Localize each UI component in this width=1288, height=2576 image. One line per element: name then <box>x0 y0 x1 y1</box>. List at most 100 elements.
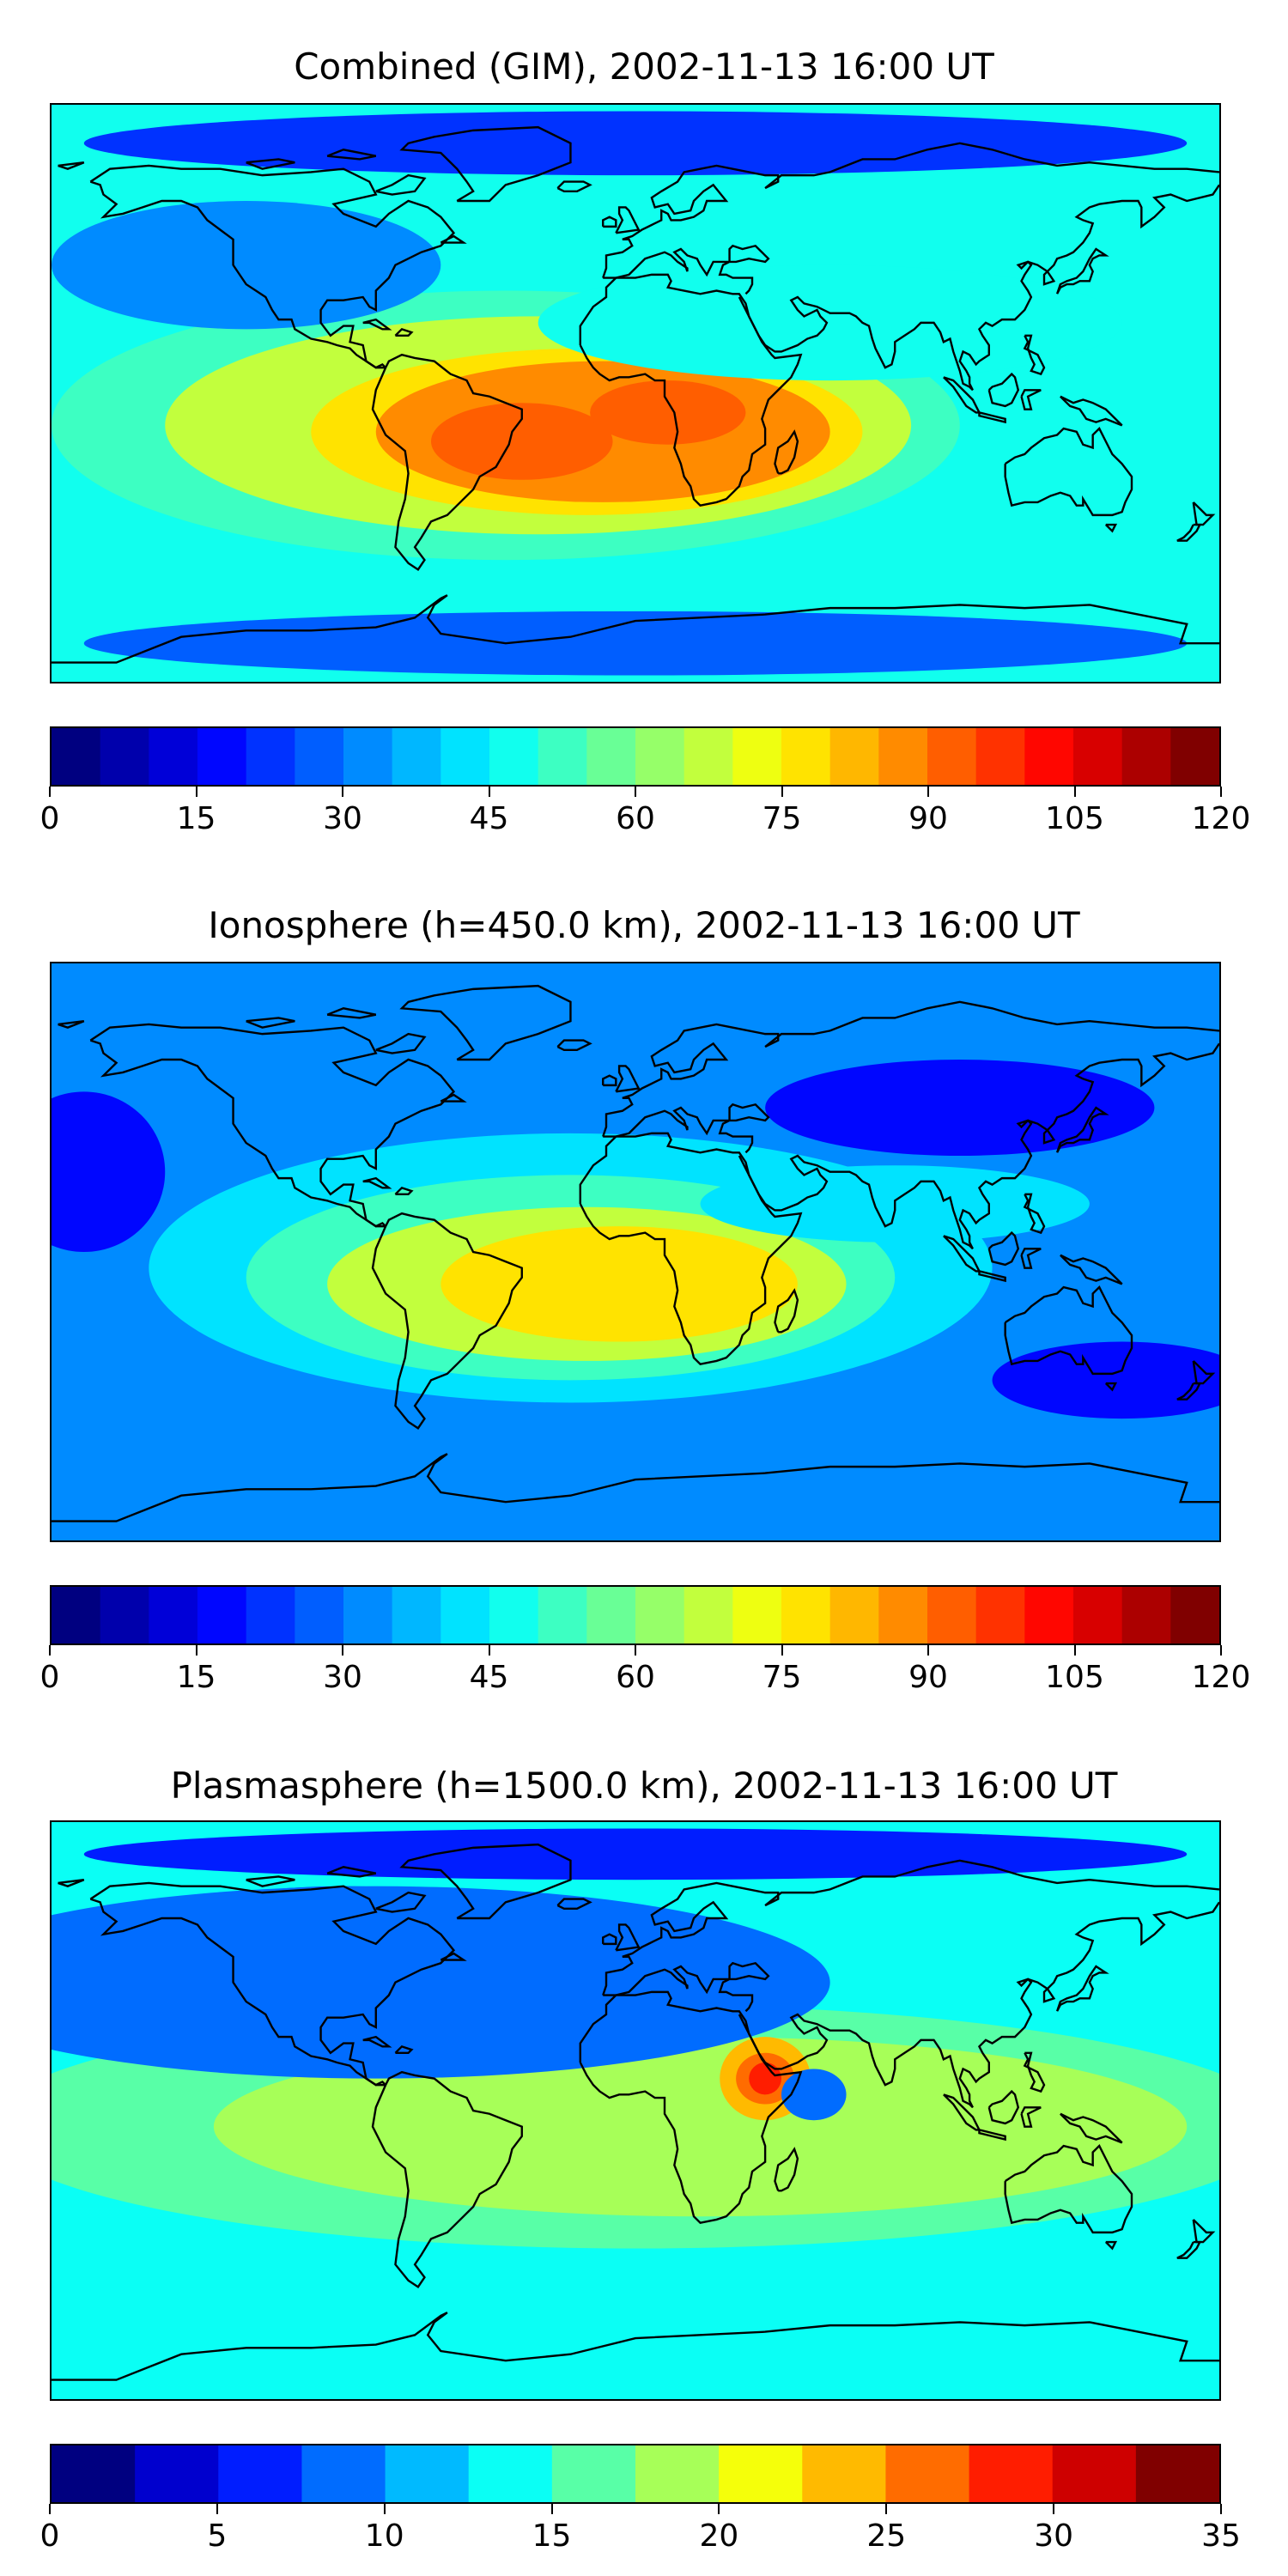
tec-contour-region <box>213 2037 1188 2217</box>
colorbar-segment <box>683 1587 734 1643</box>
colorbar-tick-label: 0 <box>39 1660 60 1695</box>
coastline <box>1060 1255 1122 1285</box>
coastline <box>373 2072 522 2287</box>
colorbar-segment <box>829 728 880 785</box>
coastline <box>1005 1287 1132 1374</box>
colorbar-segment <box>1024 728 1074 785</box>
colorbar-tick-label: 20 <box>699 2518 739 2554</box>
coastline <box>246 159 295 168</box>
coastline <box>989 2092 1018 2123</box>
coastline <box>603 1076 616 1085</box>
colorbar-tick-mark <box>342 1645 343 1656</box>
colorbar-tick-label: 30 <box>323 1660 362 1695</box>
coastline <box>603 1963 769 2011</box>
colorbar-segment <box>1073 1587 1123 1643</box>
panel-1-coastlines <box>52 127 1219 662</box>
colorbar-segment <box>732 728 782 785</box>
coastline <box>58 1021 84 1027</box>
panel-2-tec-contours <box>52 963 1219 1540</box>
coastline <box>1005 2146 1132 2233</box>
tec-contour-region <box>52 201 441 330</box>
coastline <box>90 182 386 368</box>
colorbar-tick-mark <box>488 1645 490 1656</box>
coastline <box>979 1271 1005 1280</box>
colorbar-segment <box>246 728 296 785</box>
colorbar-tick-mark <box>781 787 783 797</box>
coastline <box>775 1291 797 1333</box>
colorbar-tick-mark <box>635 787 636 797</box>
colorbar-tick-mark <box>216 2504 218 2514</box>
coastline <box>603 246 769 294</box>
coastline <box>1177 2242 1200 2258</box>
coastline <box>1106 525 1115 531</box>
colorbar-tick-mark <box>550 2504 553 2514</box>
coastline <box>1005 428 1132 515</box>
coastline <box>1177 525 1200 541</box>
colorbar-segment <box>1052 2445 1137 2502</box>
colorbar-tick-mark <box>927 787 929 797</box>
coastline <box>1060 2114 1122 2143</box>
coastline <box>1022 1249 1042 1267</box>
coastline <box>246 1018 295 1027</box>
colorbar-segment <box>927 1587 977 1643</box>
coastline <box>775 432 797 474</box>
coastline <box>944 2094 980 2129</box>
coastline <box>327 1867 376 1876</box>
panel-2-coastlines <box>52 986 1219 1521</box>
colorbar-segment <box>781 728 831 785</box>
coastline <box>90 1024 453 1226</box>
coastline <box>557 182 590 191</box>
colorbar-segment <box>551 2445 636 2502</box>
tec-contour-region <box>440 1226 798 1342</box>
coastline <box>580 275 801 506</box>
colorbar-segment <box>392 1587 442 1643</box>
tec-contour-region <box>590 380 746 445</box>
colorbar-segment <box>1024 1587 1074 1643</box>
colorbar-segment <box>586 728 636 785</box>
coastline <box>580 1992 801 2223</box>
colorbar-segment <box>1170 728 1219 785</box>
coastline <box>944 377 980 412</box>
colorbar-tick-mark <box>49 2504 51 2514</box>
colorbar-tick-label: 0 <box>39 801 60 836</box>
colorbar-tick-mark <box>488 787 490 797</box>
colorbar-segment <box>489 1587 539 1643</box>
colorbar-segment <box>1170 1587 1219 1643</box>
coastline <box>376 175 425 194</box>
colorbar-segment <box>52 1587 101 1643</box>
colorbar-segment <box>392 728 442 785</box>
coastline <box>327 1008 376 1018</box>
colorbar-tick-label: 90 <box>908 801 948 836</box>
coastline <box>1177 1383 1200 1400</box>
coastline <box>1060 397 1122 426</box>
coastline <box>580 1133 801 1364</box>
colorbar-segment <box>538 728 588 785</box>
colorbar-tick-mark <box>195 787 197 797</box>
coastline <box>52 1454 1219 1521</box>
colorbar-tick-label: 35 <box>1201 2518 1241 2554</box>
coastline <box>373 1213 522 1428</box>
coastline <box>363 319 389 329</box>
panel-2-map <box>50 962 1221 1542</box>
colorbar-tick-mark <box>195 1645 197 1656</box>
coastline <box>327 149 376 159</box>
colorbar-tick-label: 75 <box>762 801 802 836</box>
colorbar-tick-label: 105 <box>1045 801 1104 836</box>
coastline <box>557 1899 590 1909</box>
coastline <box>944 1236 980 1271</box>
coastline <box>989 1233 1018 1265</box>
colorbar-tick-label: 45 <box>469 1660 509 1695</box>
panel-3-colorbar <box>50 2444 1221 2504</box>
coastline <box>739 185 1219 390</box>
coastline <box>557 1041 590 1050</box>
coastline <box>616 1066 638 1091</box>
colorbar-segment <box>538 1587 588 1643</box>
panel-2-title: Ionosphere (h=450.0 km), 2002-11-13 16:0… <box>208 904 1080 946</box>
colorbar-tick-mark <box>342 787 343 797</box>
tec-contour-region <box>83 111 1188 176</box>
coastline <box>1057 249 1106 294</box>
coastline <box>58 1880 84 1886</box>
coastline <box>739 1902 1219 2107</box>
colorbar-segment <box>635 1587 685 1643</box>
coastline <box>775 2149 797 2191</box>
